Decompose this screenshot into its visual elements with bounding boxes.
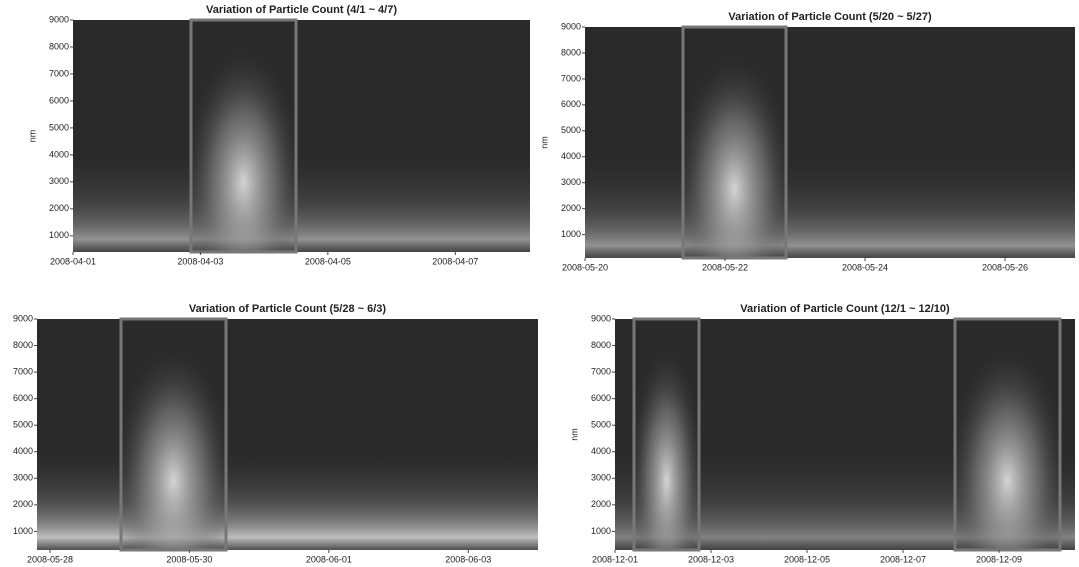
- chart-title: Variation of Particle Count (12/1 ~ 12/1…: [740, 303, 950, 315]
- y-tick-label: 9000: [13, 313, 33, 323]
- y-axis-label: nm: [539, 136, 549, 149]
- y-tick-label: 1000: [561, 229, 581, 239]
- x-tick-label: 2008-04-01: [50, 256, 96, 266]
- heatmap-texture: [634, 319, 699, 550]
- heatmap-texture: [73, 147, 530, 252]
- y-tick-label: 2000: [591, 499, 611, 509]
- x-tick-label: 2008-12-07: [880, 554, 926, 564]
- y-tick-label: 6000: [561, 99, 581, 109]
- highlight-box: [953, 317, 1062, 552]
- y-tick-label: 5000: [591, 420, 611, 430]
- y-axis-label: nm: [569, 428, 579, 441]
- y-tick-label: 6000: [49, 95, 69, 105]
- y-tick-label: 2000: [561, 203, 581, 213]
- x-tick-label: 2008-05-30: [166, 554, 212, 564]
- y-tick-label: 7000: [561, 73, 581, 83]
- y-tick-label: 7000: [13, 366, 33, 376]
- heatmap-texture: [955, 319, 1060, 550]
- x-tick-label: 2008-12-05: [784, 554, 830, 564]
- x-tick-label: 2008-04-03: [177, 256, 223, 266]
- y-tick-label: 7000: [591, 366, 611, 376]
- x-tick-label: 2008-04-07: [432, 256, 478, 266]
- y-tick-label: 6000: [13, 393, 33, 403]
- y-tick-label: 4000: [13, 446, 33, 456]
- y-tick-label: 4000: [49, 149, 69, 159]
- y-tick-label: 1000: [13, 526, 33, 536]
- y-tick-label: 3000: [13, 473, 33, 483]
- heatmap-texture: [121, 319, 226, 550]
- y-tick-label: 9000: [49, 14, 69, 24]
- y-tick-label: 1000: [49, 230, 69, 240]
- y-tick-label: 3000: [561, 177, 581, 187]
- x-tick-label: 2008-05-26: [982, 262, 1028, 272]
- y-tick-label: 9000: [561, 21, 581, 31]
- y-tick-label: 8000: [49, 41, 69, 51]
- x-tick-label: 2008-12-09: [976, 554, 1022, 564]
- chart-title: Variation of Particle Count (5/20 ~ 5/27…: [728, 11, 932, 23]
- x-tick-label: 2008-05-20: [562, 262, 608, 272]
- y-tick-label: 5000: [49, 122, 69, 132]
- y-tick-label: 5000: [561, 125, 581, 135]
- chart-title: Variation of Particle Count (5/28 ~ 6/3): [189, 303, 386, 315]
- y-tick-label: 2000: [49, 203, 69, 213]
- y-tick-label: 3000: [49, 176, 69, 186]
- y-tick-label: 3000: [591, 473, 611, 483]
- x-tick-label: 2008-05-24: [842, 262, 888, 272]
- y-tick-label: 5000: [13, 420, 33, 430]
- y-tick-label: 8000: [591, 340, 611, 350]
- y-tick-label: 9000: [591, 313, 611, 323]
- y-tick-label: 1000: [591, 526, 611, 536]
- chart-title: Variation of Particle Count (4/1 ~ 4/7): [206, 4, 397, 16]
- y-tick-label: 7000: [49, 68, 69, 78]
- x-tick-label: 2008-04-05: [305, 256, 351, 266]
- x-tick-label: 2008-06-03: [445, 554, 491, 564]
- heatmap-texture: [585, 154, 1075, 258]
- y-tick-label: 2000: [13, 499, 33, 509]
- x-tick-label: 2008-12-01: [592, 554, 638, 564]
- highlight-box: [119, 317, 228, 552]
- y-tick-label: 4000: [591, 446, 611, 456]
- x-tick-label: 2008-06-01: [306, 554, 352, 564]
- highlight-box: [189, 18, 298, 254]
- y-tick-label: 4000: [561, 151, 581, 161]
- x-tick-label: 2008-12-03: [688, 554, 734, 564]
- highlight-box: [681, 25, 788, 260]
- highlight-box: [632, 317, 701, 552]
- heatmap-texture: [37, 446, 538, 550]
- y-axis-label: nm: [27, 130, 37, 143]
- x-tick-label: 2008-05-22: [702, 262, 748, 272]
- y-tick-label: 6000: [591, 393, 611, 403]
- heatmap-texture: [191, 20, 296, 252]
- x-tick-label: 2008-05-28: [27, 554, 73, 564]
- y-tick-label: 8000: [13, 340, 33, 350]
- y-tick-label: 8000: [561, 47, 581, 57]
- heatmap-texture: [683, 27, 786, 258]
